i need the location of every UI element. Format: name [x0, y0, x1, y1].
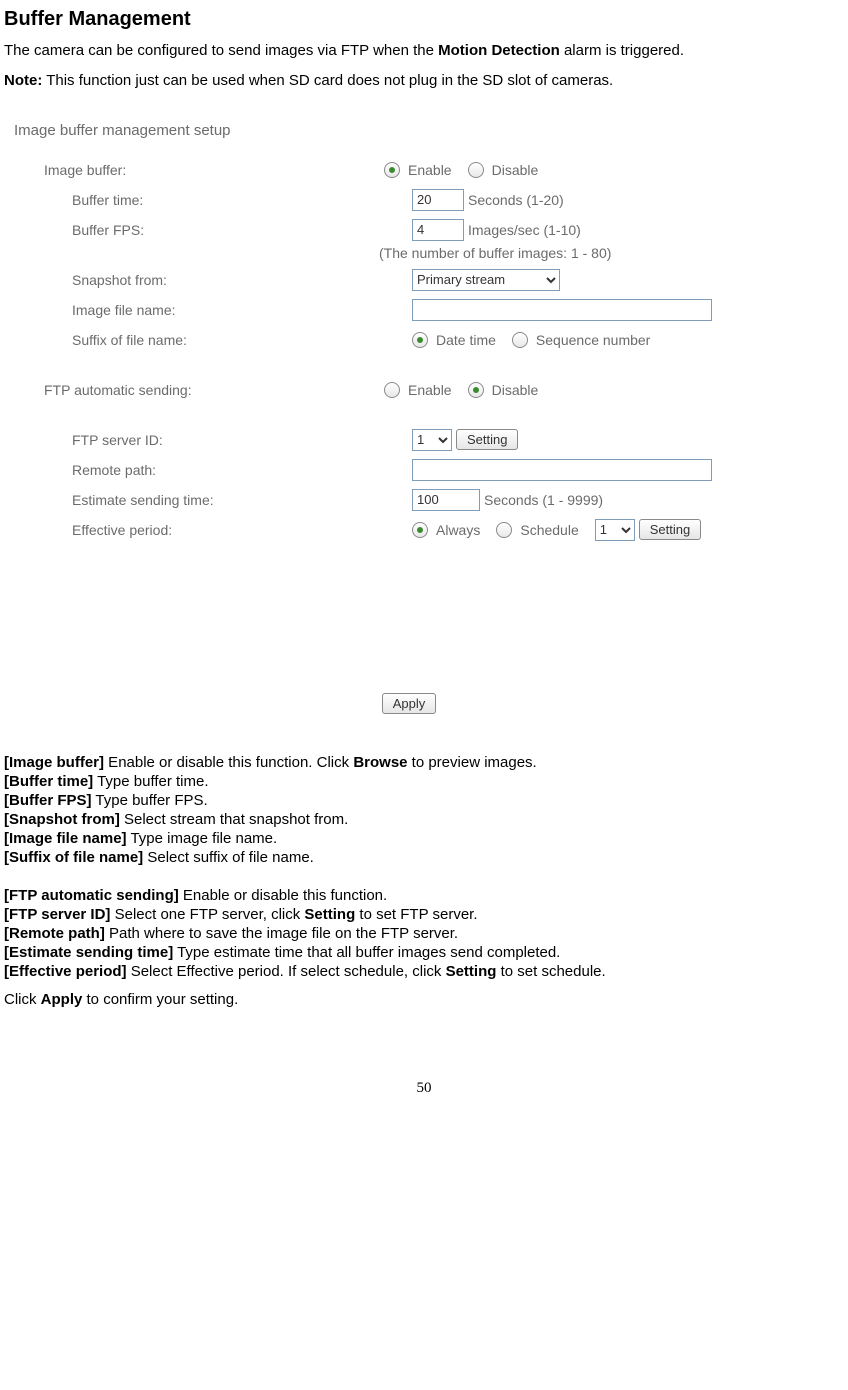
- apply-button[interactable]: Apply: [382, 693, 437, 714]
- buffer-count-hint: (The number of buffer images: 1 - 80): [379, 245, 794, 261]
- panel-title: Image buffer management setup: [14, 122, 794, 139]
- image-buffer-label: Image buffer:: [24, 162, 384, 178]
- suffix-sequence-radio[interactable]: [512, 332, 528, 348]
- buffer-fps-label: Buffer FPS:: [24, 222, 412, 238]
- schedule-select[interactable]: 1: [595, 519, 635, 541]
- image-buffer-enable-radio[interactable]: [384, 162, 400, 178]
- ftp-enable-label: Enable: [408, 382, 452, 398]
- snapshot-from-select[interactable]: Primary stream: [412, 269, 560, 291]
- buffer-time-label: Buffer time:: [24, 192, 412, 208]
- effective-schedule-label: Schedule: [520, 522, 578, 538]
- estimate-label: Estimate sending time:: [24, 492, 412, 508]
- page-number: 50: [4, 1080, 844, 1097]
- setup-panel: Image buffer management setup Image buff…: [24, 122, 794, 714]
- ftp-setting-button[interactable]: Setting: [456, 429, 518, 450]
- confirm-text: Click Apply to confirm your setting.: [4, 990, 844, 1010]
- description-block: [Image buffer] Enable or disable this fu…: [4, 754, 844, 980]
- page-title: Buffer Management: [4, 8, 844, 31]
- ftp-auto-label: FTP automatic sending:: [24, 382, 384, 398]
- effective-label: Effective period:: [24, 522, 412, 538]
- buffer-fps-hint: Images/sec (1-10): [468, 222, 581, 238]
- suffix-datetime-radio[interactable]: [412, 332, 428, 348]
- effective-always-label: Always: [436, 522, 480, 538]
- enable-label: Enable: [408, 162, 452, 178]
- suffix-datetime-label: Date time: [436, 332, 496, 348]
- remote-path-input[interactable]: [412, 459, 712, 481]
- ftp-disable-radio[interactable]: [468, 382, 484, 398]
- buffer-fps-input[interactable]: [412, 219, 464, 241]
- snapshot-from-label: Snapshot from:: [24, 272, 412, 288]
- note-text: Note: This function just can be used whe…: [4, 71, 844, 91]
- ftp-enable-radio[interactable]: [384, 382, 400, 398]
- effective-schedule-radio[interactable]: [496, 522, 512, 538]
- image-file-name-input[interactable]: [412, 299, 712, 321]
- remote-path-label: Remote path:: [24, 462, 412, 478]
- suffix-label: Suffix of file name:: [24, 332, 412, 348]
- estimate-hint: Seconds (1 - 9999): [484, 492, 603, 508]
- ftp-server-id-label: FTP server ID:: [24, 432, 412, 448]
- disable-label: Disable: [492, 162, 539, 178]
- buffer-time-input[interactable]: [412, 189, 464, 211]
- image-file-name-label: Image file name:: [24, 302, 412, 318]
- suffix-sequence-label: Sequence number: [536, 332, 650, 348]
- effective-always-radio[interactable]: [412, 522, 428, 538]
- intro-text: The camera can be configured to send ima…: [4, 41, 844, 61]
- ftp-disable-label: Disable: [492, 382, 539, 398]
- schedule-setting-button[interactable]: Setting: [639, 519, 701, 540]
- buffer-time-hint: Seconds (1-20): [468, 192, 564, 208]
- estimate-input[interactable]: [412, 489, 480, 511]
- image-buffer-disable-radio[interactable]: [468, 162, 484, 178]
- ftp-server-id-select[interactable]: 1: [412, 429, 452, 451]
